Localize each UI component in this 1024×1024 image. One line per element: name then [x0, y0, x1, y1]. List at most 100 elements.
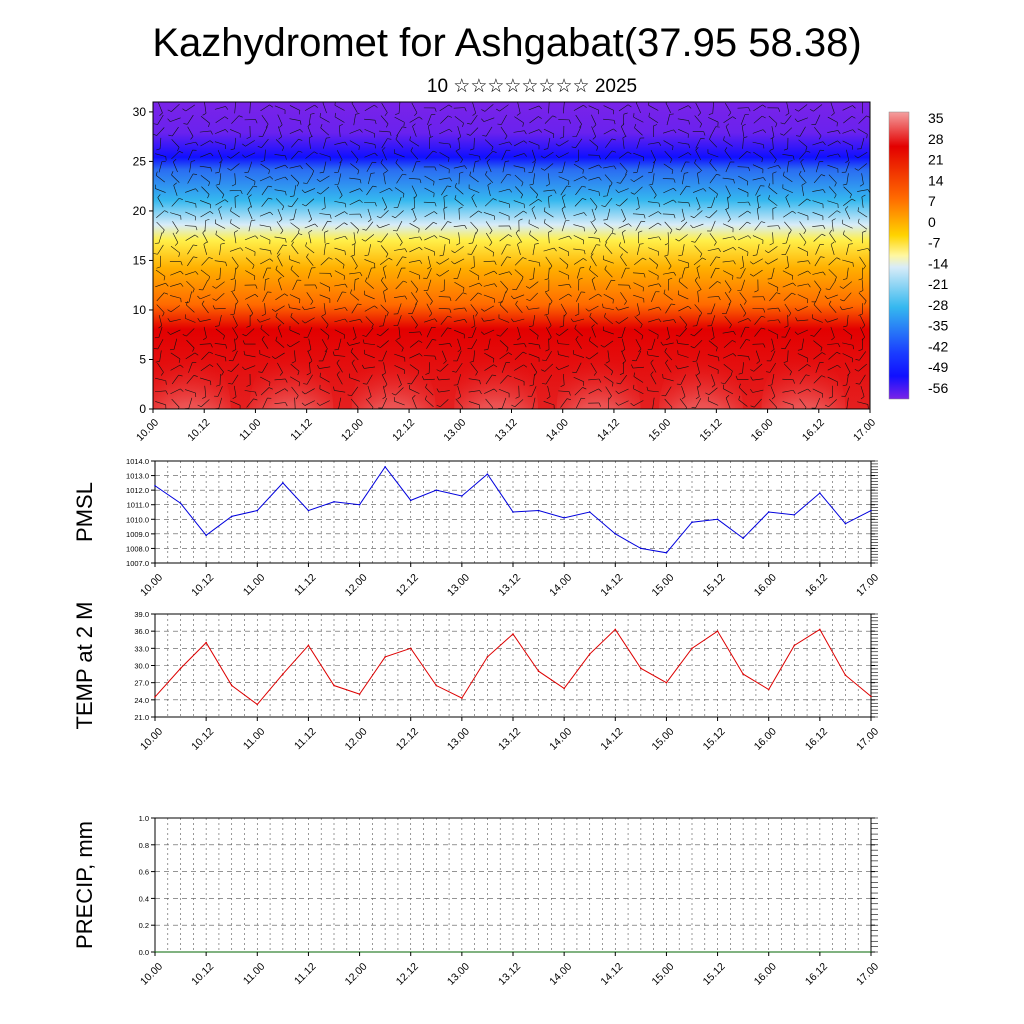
wind-barb: [722, 236, 734, 240]
y-tick-label: 1013.0: [126, 472, 149, 481]
wind-barb-flag: [243, 350, 245, 355]
wind-barb-flag: [539, 344, 541, 349]
wind-barb: [513, 343, 525, 345]
wind-barb-flag: [376, 345, 381, 348]
wind-barb: [290, 376, 300, 383]
y-tick-label: 24.0: [134, 696, 149, 705]
wind-barb-flag: [673, 272, 677, 276]
wind-barb: [171, 174, 180, 183]
wind-barb-flag: [660, 341, 664, 346]
wind-barb: [472, 102, 477, 114]
wind-barb-flag: [694, 276, 698, 281]
wind-barb-flag: [359, 179, 362, 184]
wind-barb: [277, 362, 283, 373]
y-tick-label: 39.0: [134, 610, 149, 619]
wind-barb-flag: [221, 194, 225, 199]
wind-barb-flag: [440, 290, 445, 293]
wind-barb-flag: [581, 185, 586, 188]
wind-barb: [558, 152, 569, 158]
wind-barb-flag: [763, 144, 765, 149]
wind-barb-flag: [257, 319, 261, 323]
wind-barb: [233, 303, 237, 315]
wind-barb-flag: [800, 158, 804, 163]
wind-barb-flag: [240, 247, 244, 251]
wind-barb-flag: [297, 229, 300, 234]
wind-barb-flag: [792, 282, 796, 287]
wind-barb-flag: [777, 165, 781, 169]
wind-barb: [752, 235, 764, 241]
wind-barb-flag: [538, 199, 542, 202]
wind-barb: [842, 140, 853, 146]
wind-barb-flag: [325, 324, 329, 329]
wind-barb-flag: [443, 360, 447, 364]
wind-barb: [380, 304, 389, 313]
wind-barb-flag: [556, 339, 559, 344]
wind-barb-flag: [861, 194, 866, 198]
wind-barb: [485, 374, 493, 385]
wind-barb-flag: [593, 124, 597, 128]
wind-barb-flag: [451, 261, 455, 265]
wind-barb: [365, 316, 374, 325]
wind-barb: [245, 270, 256, 277]
wind-barb: [634, 316, 643, 325]
wind-barb-flag: [496, 334, 501, 337]
wind-barb-flag: [710, 337, 715, 341]
wind-barb: [396, 173, 403, 184]
wind-barb: [604, 363, 613, 372]
wind-barb-flag: [308, 219, 312, 223]
wind-barb-flag: [831, 218, 836, 221]
x-tick-label: 13.12: [496, 961, 523, 988]
wind-barb: [529, 292, 539, 301]
wind-barb: [812, 212, 823, 217]
wind-barb-flag: [733, 179, 735, 184]
wind-barb-flag: [492, 252, 495, 257]
wind-barb-flag: [769, 243, 774, 246]
data-point: [793, 514, 796, 516]
wind-barb: [799, 126, 806, 137]
wind-barb: [634, 186, 643, 195]
wind-barb: [364, 343, 376, 346]
wind-barb: [591, 327, 596, 338]
wind-barb: [633, 388, 644, 395]
data-point: [409, 647, 412, 650]
wind-barb-flag: [613, 165, 617, 170]
wind-barb-flag: [367, 396, 372, 400]
wind-barb-flag: [287, 205, 292, 208]
wind-barb-flag: [478, 210, 483, 214]
wind-barb: [664, 150, 673, 160]
wind-barb-flag: [225, 106, 229, 110]
wind-barb-flag: [658, 318, 662, 323]
wind-barb: [737, 201, 749, 204]
wind-barb: [621, 338, 626, 350]
data-point: [665, 552, 668, 554]
wind-barb-flag: [604, 313, 606, 318]
wind-barb: [304, 400, 315, 406]
wind-barb-flag: [861, 325, 866, 329]
wind-barb: [259, 224, 271, 228]
wind-barb-flag: [732, 247, 737, 251]
wind-barb: [396, 256, 403, 267]
wind-barb: [663, 163, 674, 171]
y-tick-label: 10: [133, 303, 147, 317]
wind-barb-flag: [436, 388, 440, 393]
wind-barb: [231, 374, 239, 385]
wind-barb-flag: [525, 286, 530, 289]
wind-barb-flag: [298, 150, 303, 153]
wind-barb: [858, 292, 867, 302]
wind-barb: [558, 270, 569, 276]
wind-barb-flag: [395, 113, 400, 115]
wind-barb-flag: [285, 402, 288, 407]
wind-barb-flag: [359, 319, 363, 323]
wind-barb-flag: [357, 170, 360, 175]
wind-barb-flag: [220, 242, 225, 245]
wind-barb: [548, 102, 550, 114]
wind-barb: [799, 174, 807, 184]
wind-barb-flag: [623, 112, 628, 115]
wind-barb-flag: [762, 104, 767, 108]
wind-barb-flag: [180, 283, 184, 287]
wind-barb-flag: [824, 404, 829, 408]
wind-barb-flag: [281, 147, 285, 152]
wind-barb: [678, 281, 688, 289]
wind-barb: [797, 319, 809, 322]
wind-barb: [274, 154, 286, 157]
